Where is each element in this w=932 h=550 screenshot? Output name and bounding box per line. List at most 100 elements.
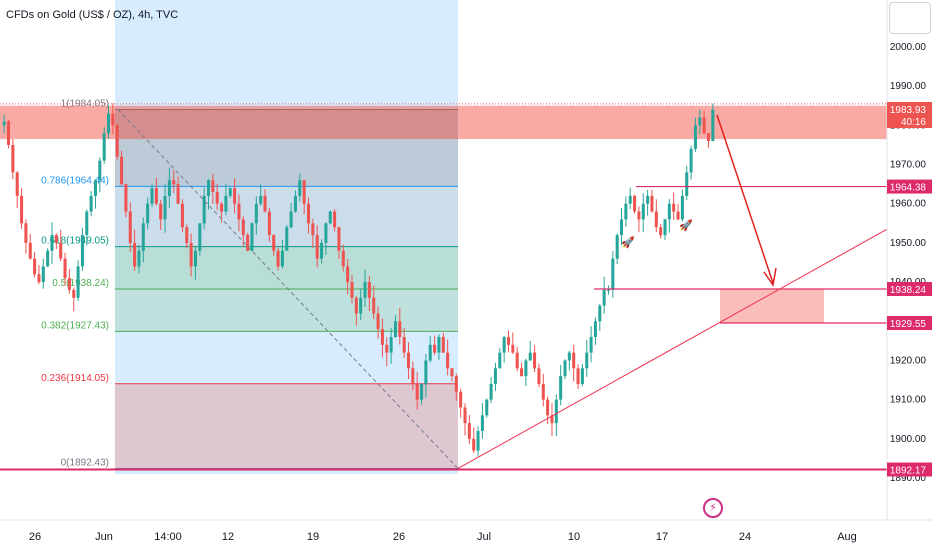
candle-body — [406, 352, 411, 369]
candle-body — [46, 250, 50, 267]
candle-body — [511, 344, 515, 353]
candle-body — [172, 180, 176, 185]
lightning-icon[interactable]: ⚡ — [703, 498, 723, 518]
candle-body — [137, 250, 141, 267]
candle-body — [120, 156, 124, 185]
candle-body — [189, 242, 193, 267]
target-zone — [720, 288, 824, 324]
candle-body — [228, 188, 232, 196]
candle-body — [337, 227, 341, 251]
candle-body — [502, 336, 506, 353]
candle-body — [185, 227, 189, 243]
candle-body — [611, 258, 615, 290]
candle-body — [11, 144, 15, 173]
y-tick-label: 2000.00 — [890, 42, 927, 53]
candle-body — [389, 336, 393, 353]
candle-body — [572, 352, 576, 369]
candle-body — [528, 352, 532, 361]
price-label-bg — [887, 462, 932, 477]
candle-body — [350, 282, 354, 298]
candle-body — [124, 184, 128, 212]
candle-body — [133, 242, 137, 267]
candle-body — [711, 109, 715, 142]
candle-body — [59, 242, 63, 259]
candle-body — [33, 258, 37, 275]
y-tick-label: 1900.00 — [890, 434, 927, 445]
candle-body — [620, 219, 624, 236]
candle-body — [459, 391, 463, 408]
price-axis-bg — [887, 0, 932, 550]
candle-body — [450, 368, 454, 377]
candle-body — [37, 274, 41, 283]
candle-body — [606, 289, 611, 291]
candle-body — [306, 203, 311, 224]
candle-body — [276, 250, 280, 267]
candle-body — [237, 203, 241, 220]
candle-body — [685, 172, 689, 196]
candle-body — [520, 368, 524, 377]
y-tick-label: 1970.00 — [890, 160, 927, 171]
fib-level-label: 0.236(1914.05) — [41, 373, 109, 384]
forecast-arrowhead — [763, 267, 777, 287]
candle-body — [646, 195, 650, 204]
candle-body — [76, 266, 80, 298]
candle-body — [198, 223, 202, 251]
candle-body — [146, 203, 150, 224]
candle-body — [372, 297, 376, 314]
candle-body — [480, 415, 484, 431]
candle-body — [533, 352, 537, 369]
candle-body — [433, 344, 437, 353]
candle-body — [363, 282, 367, 298]
candle-body — [593, 321, 597, 337]
candle-body — [633, 195, 637, 212]
candle-body — [598, 305, 602, 322]
candle-body — [463, 407, 467, 424]
candle-body — [667, 203, 671, 220]
candle-body — [176, 184, 180, 204]
candle-body — [706, 133, 711, 142]
candle-body — [615, 235, 619, 259]
price-countdown: 40:16 — [901, 117, 926, 128]
candle-body — [576, 368, 580, 384]
resistance-zone — [0, 105, 887, 140]
candle-body — [476, 430, 480, 451]
candle-body — [115, 125, 119, 157]
candle-body — [167, 180, 171, 196]
candle-body — [485, 399, 489, 416]
x-tick-label: 26 — [29, 531, 41, 543]
candle-body — [367, 282, 371, 298]
candle-body — [346, 266, 350, 283]
x-tick-label: 26 — [393, 531, 405, 543]
candle-body — [524, 360, 528, 377]
y-tick-label: 1950.00 — [890, 238, 927, 249]
candle-body — [333, 211, 337, 228]
candle-body — [341, 250, 345, 267]
settings-button[interactable] — [889, 2, 931, 34]
candle-body — [563, 360, 567, 377]
candle-body — [546, 399, 550, 416]
price-label: 1983.93 — [890, 105, 927, 116]
candle-body — [289, 211, 293, 228]
candle-body — [98, 160, 102, 181]
fib-band — [115, 109, 458, 187]
candle-body — [676, 211, 680, 220]
candle-body — [63, 258, 67, 279]
candle-body — [159, 203, 163, 220]
fib-level-label: 0(1892.43) — [61, 457, 109, 468]
candle-body — [241, 219, 245, 236]
y-tick-label: 1920.00 — [890, 355, 927, 366]
candle-body — [428, 344, 432, 361]
candle-body — [515, 352, 519, 369]
candle-body — [541, 383, 545, 400]
fib-band — [115, 288, 458, 332]
candle-body — [702, 117, 706, 134]
candle-body — [298, 180, 302, 196]
candle-body — [206, 180, 211, 196]
candle-body — [41, 266, 45, 283]
candle-body — [2, 121, 6, 126]
candle-body — [50, 235, 54, 251]
candle-body — [567, 352, 571, 361]
candle-body — [654, 211, 658, 228]
price-label-bg — [887, 101, 932, 128]
